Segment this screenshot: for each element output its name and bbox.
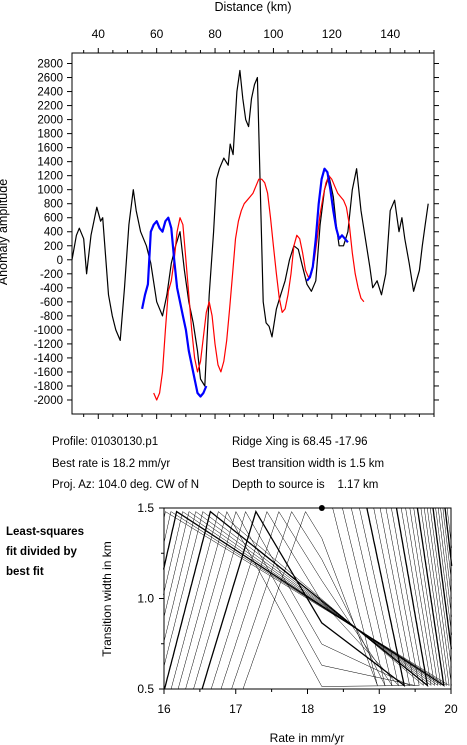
contour-description-line-1: Least-squares [6,526,84,538]
series-line-4 [306,167,349,282]
y-tick-label: 0 [57,255,63,267]
y-tick-label: 2400 [37,87,63,99]
contour-x-tick-label: 20 [444,702,458,716]
anomaly-profile-chart: Distance (km) Anomaly amplitude 40 60 80 10… [0,0,439,419]
x-tick-label: 100 [263,27,283,41]
y-tick-label: 2600 [37,73,63,85]
y-tick-label: -600 [40,297,63,309]
best-fit-marker [318,505,325,511]
contour-line-4 [210,507,399,690]
y-tick-label: 1000 [37,185,63,197]
y-tick-label: -1800 [34,381,63,393]
contour-line-2 [231,507,386,690]
y-tick-label: 2000 [37,115,63,127]
bottom-x-axis-label: Rate in mm/yr [270,731,345,745]
contour-x-tick-label: 16 [157,702,171,716]
contour-line-24 [442,507,452,581]
contour-line-14 [163,507,442,686]
contour-line-10 [163,507,429,690]
contour-line-22 [437,507,452,617]
contour-line-3 [220,507,393,690]
top-x-axis-label: Distance (km) [214,0,291,14]
contour-lines [162,507,453,690]
series-line-1 [71,69,429,387]
bottom-y-axis-label: Transition width in km [100,541,114,657]
contour-line-25 [444,507,453,566]
contour-y-tick-label: 0.5 [137,682,154,696]
y-tick-label: 400 [44,227,63,239]
contour-line-16 [163,507,447,686]
contour-line-23 [440,507,452,599]
best-rate-label: Best rate is 18.2 mm/yr [52,458,171,470]
contour-line-12 [163,507,435,686]
contour-line-7 [185,507,415,690]
y-tick-label: 800 [44,199,63,211]
contour-line-6 [193,507,410,690]
contour-x-tick-label: 18 [301,702,315,716]
contour-line-5 [201,507,406,690]
y-tick-label: 600 [44,213,63,225]
contour-line-17 [163,507,450,686]
x-tick-label: 140 [380,27,400,41]
contour-line-8 [177,507,420,690]
y-tick-label: 200 [44,241,63,253]
contour-line-20 [432,507,452,650]
y-tick-label: 1600 [37,143,63,155]
profile-label: Profile: 01030130.p1 [52,436,159,448]
contour-line-9 [170,507,424,690]
top-series-group [71,69,429,401]
best-width-label: Best transition width is 1.5 km [232,458,385,470]
depth-label: Depth to source is 1.17 km [232,479,379,491]
y-tick-label: -800 [40,311,63,323]
contour-line-26 [446,507,452,548]
contour-line-1 [242,507,378,690]
y-tick-label: -1000 [34,325,63,337]
contour-line-15 [162,507,445,687]
contour-line-21 [435,507,452,635]
x-tick-label: 120 [322,27,342,41]
contour-description: Least-squares fit divided by best fit [6,522,84,582]
y-tick-label: -200 [40,269,63,281]
contour-line-11 [163,507,432,686]
y-tick-label: -400 [40,283,63,295]
y-tick-label: -1600 [34,367,63,379]
top-y-axis-label: Anomaly amplitude [0,179,10,285]
contour-x-tick-label: 19 [373,702,387,716]
contour-line-19 [429,507,452,668]
series-line-3 [141,216,208,398]
contour-description-line-3: best fit [6,566,44,578]
contour-y-tick-label: 1.5 [137,501,154,515]
x-tick-label: 60 [150,27,164,41]
contour-line-18 [427,507,452,686]
y-tick-label: 2200 [37,101,63,113]
bottom-axis-ticks: 16 17 18 19 20 0.5 1.0 1.5 [137,501,458,716]
y-tick-label: -2000 [34,395,63,407]
projection-azimuth-label: Proj. Az: 104.0 deg. CW of N [52,479,200,491]
x-tick-label: 80 [208,27,222,41]
contour-description-line-2: fit divided by [6,546,77,558]
y-tick-label: 2800 [37,59,63,71]
y-tick-label: -1400 [34,353,63,365]
ridge-xing-label: Ridge Xing is 68.45 -17.96 [232,436,368,448]
y-tick-label: 1400 [37,157,63,169]
y-tick-label: 1200 [37,171,63,183]
y-tick-label: -1200 [34,339,63,351]
top-axis-ticks: 40 60 80 100 120 140-2000-1800-1600-1400-1200… [34,27,439,419]
bottom-plot-frame [163,507,452,690]
y-tick-label: 1800 [37,129,63,141]
contour-y-tick-label: 1.0 [137,592,154,606]
contour-line-13 [163,507,439,686]
contour-x-tick-label: 17 [229,702,243,716]
top-plot-frame [71,52,435,415]
x-tick-label: 40 [92,27,106,41]
